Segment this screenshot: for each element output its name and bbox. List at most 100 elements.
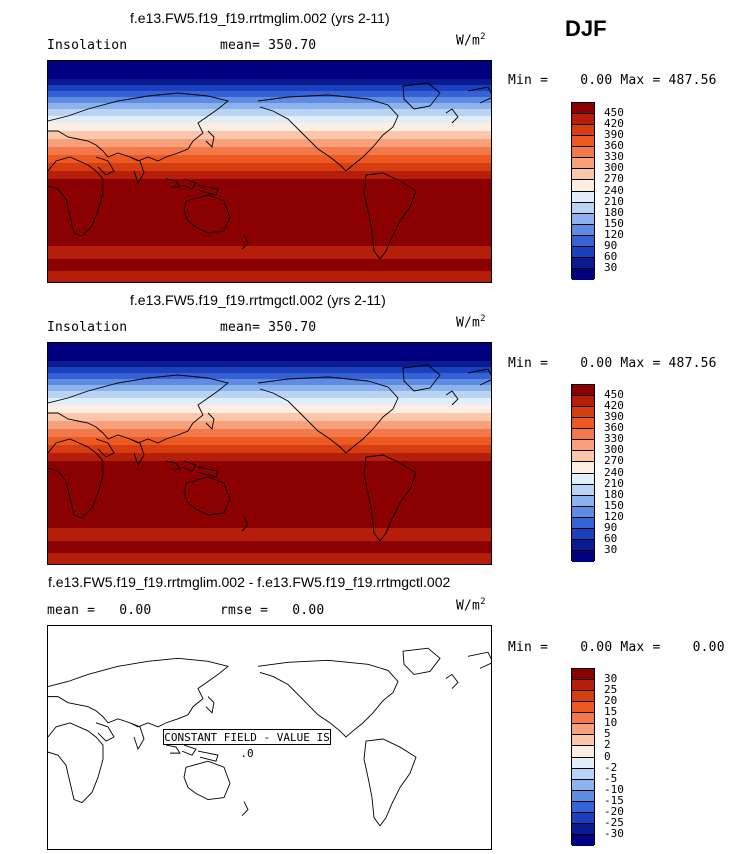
colorbar-level-label: 5	[604, 727, 611, 741]
insolation-band	[48, 109, 491, 117]
panel3-units-base: W/m	[456, 598, 481, 614]
panel3-rmse-value: 0.00	[292, 603, 325, 618]
insolation-band	[48, 385, 491, 392]
colorbar-level-label: 20	[604, 694, 618, 708]
colorbar-swatch	[572, 418, 594, 430]
colorbar-level-label: -20	[604, 804, 624, 818]
coastline	[48, 722, 104, 804]
colorbar-level-label: 30	[604, 672, 618, 686]
insolation-band	[48, 421, 491, 430]
insolation-band	[48, 246, 491, 259]
colorbar-swatch	[572, 440, 594, 452]
colorbar-level-label: 450	[604, 388, 624, 402]
coastline	[48, 374, 229, 444]
season-label: DJF	[565, 16, 607, 41]
panel2-coastlines	[48, 364, 491, 542]
colorbar-swatch	[572, 517, 594, 529]
panel3-units-exp: 2	[480, 597, 486, 607]
colorbar-swatch	[572, 768, 594, 780]
colorbar-level-label: 120	[604, 509, 624, 523]
insolation-band	[48, 61, 491, 80]
colorbar-level-label: -10	[604, 782, 624, 796]
coastline	[129, 156, 145, 185]
insolation-band	[48, 97, 491, 104]
panel3-rmse-key: rmse =	[220, 603, 269, 618]
colorbar-level-label: 390	[604, 410, 624, 424]
colorbar-swatch	[572, 268, 594, 280]
panel1-units-exp: 2	[480, 32, 486, 42]
colorbar-level-label: 420	[604, 399, 624, 413]
colorbar-level-label: 210	[604, 476, 624, 490]
colorbar-swatch	[572, 539, 594, 551]
colorbar-level-label: 300	[604, 161, 624, 175]
coastline	[129, 722, 145, 751]
colorbar-level-label: 150	[604, 498, 624, 512]
panel3-mean-value: 0.00	[119, 603, 152, 618]
coastline	[402, 364, 441, 392]
colorbar-level-label: 390	[604, 128, 624, 142]
insolation-band	[48, 541, 491, 553]
coastline	[445, 368, 491, 406]
coastline	[48, 657, 229, 728]
colorbar-swatch	[572, 691, 594, 703]
colorbar-level-label: -2	[604, 760, 618, 774]
coastline	[95, 438, 115, 458]
colorbar-level-label: -30	[604, 826, 624, 840]
panel3-mean-label: mean = 0.00	[47, 603, 151, 618]
panel3-mean-key: mean =	[47, 603, 96, 618]
insolation-band	[48, 163, 491, 172]
panel1-variable-label: Insolation	[47, 38, 128, 53]
panel3-map-svg	[48, 647, 491, 827]
insolation-band	[48, 367, 491, 374]
coastline	[48, 92, 229, 162]
insolation-band	[48, 139, 491, 148]
insolation-band	[48, 445, 491, 454]
insolation-band	[48, 391, 491, 399]
colorbar-level-label: 150	[604, 216, 624, 230]
colorbar-level-label: 420	[604, 117, 624, 131]
coastline	[95, 722, 115, 742]
coastline	[48, 438, 104, 519]
panel2-units-exp: 2	[480, 314, 486, 324]
colorbar-level-label: 270	[604, 172, 624, 186]
colorbar-swatch	[572, 158, 594, 170]
panel1-map-svg	[48, 61, 491, 282]
constant-field-annotation: CONSTANT FIELD - VALUE IS .0	[163, 729, 331, 760]
coastline	[257, 659, 399, 738]
colorbar-swatch	[572, 790, 594, 802]
colorbar-level-label: 90	[604, 520, 618, 534]
colorbar-swatch	[572, 801, 594, 813]
colorbar-level-label: 330	[604, 150, 624, 164]
colorbar-swatch	[572, 385, 594, 397]
insolation-band	[48, 131, 491, 140]
insolation-band	[48, 91, 491, 98]
panel1-mean-value: 350.70	[268, 38, 317, 53]
coastline	[95, 156, 115, 176]
coastline	[257, 94, 399, 172]
insolation-band	[48, 413, 491, 422]
colorbar-level-label: 0	[604, 749, 611, 763]
panel1-minmax: Min = 0.00 Max = 487.56	[508, 73, 717, 88]
coastline	[445, 86, 491, 124]
coastline	[205, 130, 215, 148]
colorbar-swatch	[572, 680, 594, 692]
colorbar-level-label: 180	[604, 205, 624, 219]
colorbar-swatch	[572, 812, 594, 824]
panel1-insolation-bands	[48, 61, 491, 282]
coastline	[241, 234, 249, 250]
insolation-band	[48, 259, 491, 271]
colorbar-level-label: -15	[604, 793, 624, 807]
colorbar-level-label: 450	[604, 106, 624, 120]
colorbar-swatch	[572, 484, 594, 496]
panel1-title: f.e13.FW5.f19_f19.rrtmglim.002 (yrs 2-11…	[130, 10, 390, 26]
colorbar-swatch	[572, 202, 594, 214]
insolation-band	[48, 103, 491, 110]
insolation-band	[48, 405, 491, 414]
insolation-band	[48, 171, 491, 180]
colorbar-level-label: 240	[604, 465, 624, 479]
colorbar-swatch	[572, 702, 594, 714]
colorbar-swatch	[572, 191, 594, 203]
coastline	[165, 178, 219, 196]
insolation-band	[48, 147, 491, 156]
colorbar-swatch	[572, 473, 594, 485]
